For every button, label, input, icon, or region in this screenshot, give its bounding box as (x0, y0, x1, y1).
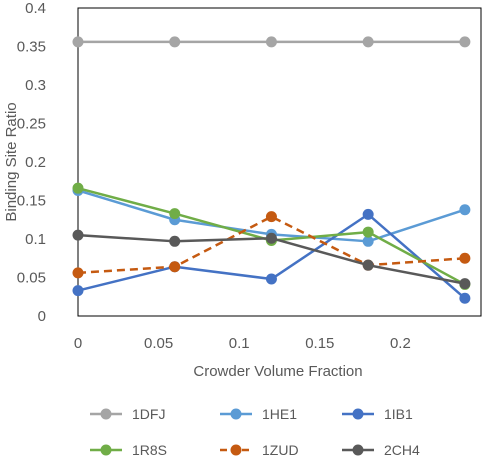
data-point (362, 226, 374, 238)
data-point (72, 229, 84, 241)
legend-label: 1IB1 (384, 406, 413, 422)
y-tick-label: 0.4 (25, 0, 46, 17)
legend-swatch-marker (352, 444, 364, 456)
y-axis-title: Binding Site Ratio (3, 102, 20, 221)
y-tick-label: 0.3 (25, 77, 46, 94)
data-point (265, 273, 277, 285)
y-tick-label: 0.1 (25, 231, 46, 248)
data-point (459, 204, 471, 216)
data-point (169, 235, 181, 247)
y-tick-label: 0.05 (17, 270, 46, 287)
data-point (459, 252, 471, 264)
data-point (72, 182, 84, 194)
data-point (72, 285, 84, 297)
legend: 1DFJ 1HE1 1IB1 1R8S 1ZUD 2CH4 (90, 406, 420, 458)
legend-label: 1R8S (132, 442, 167, 458)
series-layer (72, 36, 471, 304)
legend-item-1zud: 1ZUD (220, 442, 299, 458)
legend-label: 2CH4 (384, 442, 420, 458)
data-point (265, 36, 277, 48)
legend-item-1dfj: 1DFJ (90, 406, 165, 422)
y-tick-label: 0 (38, 308, 46, 325)
legend-label: 1ZUD (262, 442, 299, 458)
legend-swatch-marker (230, 444, 242, 456)
series-2ch4 (72, 229, 471, 290)
y-tick-labels: 0 0.05 0.1 0.15 0.2 0.25 0.3 0.35 0.4 (17, 0, 46, 325)
x-tick-label: 0.1 (229, 335, 250, 352)
legend-swatch-marker (100, 444, 112, 456)
x-tick-label: 0.05 (144, 335, 173, 352)
x-tick-label: 0.2 (390, 335, 411, 352)
series-1dfj (72, 36, 471, 48)
data-point (265, 232, 277, 244)
y-tick-label: 0.2 (25, 154, 46, 171)
data-point (169, 261, 181, 273)
legend-item-2ch4: 2CH4 (342, 442, 420, 458)
data-point (362, 36, 374, 48)
y-tick-label: 0.35 (17, 39, 46, 56)
data-point (459, 292, 471, 304)
series-line (77, 213, 466, 300)
data-point (72, 36, 84, 48)
data-point (169, 36, 181, 48)
x-tick-label: 0.15 (305, 335, 334, 352)
x-axis-title: Crowder Volume Fraction (193, 363, 362, 380)
legend-swatch-marker (230, 408, 242, 420)
y-tick-label: 0.25 (17, 116, 46, 133)
data-point (362, 235, 374, 247)
x-tick-label: 0 (74, 335, 82, 352)
data-point (459, 36, 471, 48)
data-point (169, 208, 181, 220)
legend-swatch-marker (100, 408, 112, 420)
data-point (459, 278, 471, 290)
data-point (362, 259, 374, 271)
legend-label: 1DFJ (132, 406, 165, 422)
data-point (362, 208, 374, 220)
legend-swatch-marker (352, 408, 364, 420)
data-point (265, 211, 277, 223)
legend-item-1ib1: 1IB1 (342, 406, 413, 422)
x-tick-labels: 0 0.05 0.1 0.15 0.2 (74, 335, 411, 352)
plot-area-border (77, 7, 482, 317)
y-tick-label: 0.15 (17, 193, 46, 210)
legend-item-1he1: 1HE1 (220, 406, 297, 422)
legend-item-1r8s: 1R8S (90, 442, 167, 458)
data-point (72, 267, 84, 279)
legend-label: 1HE1 (262, 406, 297, 422)
